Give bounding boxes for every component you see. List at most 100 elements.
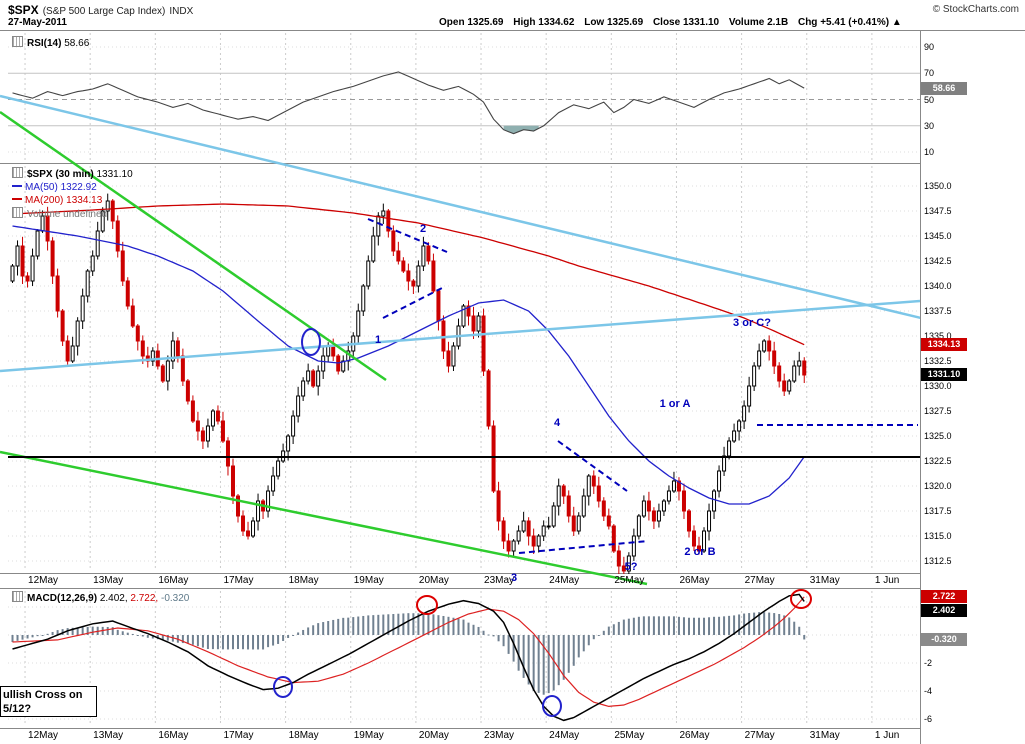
wave-label: 4 <box>553 417 561 429</box>
price-scale-label: 1337.5 <box>924 306 952 316</box>
date-label: 17May <box>223 575 254 586</box>
ma50-line-icon <box>12 185 22 187</box>
price-scale-label: 1335.0 <box>924 331 952 341</box>
rsi-chart-icon <box>12 36 23 47</box>
price-scale-label: 1345.0 <box>924 231 952 241</box>
rsi-value: 58.66 <box>64 38 90 49</box>
date-label: 13May <box>93 575 124 586</box>
price-scale-label: 1347.5 <box>924 206 952 216</box>
wave-label: 3 <box>510 572 518 584</box>
date-label: 20May <box>418 575 449 586</box>
date-label: 23May <box>484 575 515 586</box>
date-label: 16May <box>158 575 189 586</box>
price-scale-label: 1342.5 <box>924 256 952 266</box>
symbol-name: (S&P 500 Large Cap Index) <box>42 6 166 17</box>
price-scale-label: 1325.0 <box>924 431 952 441</box>
wave-label: 2 <box>419 223 427 235</box>
macd-hist-value: -0.320 <box>161 593 190 604</box>
macd-scale-label: -6 <box>924 714 933 724</box>
date-label: 26May <box>679 575 710 586</box>
close-value: 1331.10 <box>682 17 720 28</box>
volume-bars-icon <box>12 207 23 218</box>
date-label: 31May <box>809 730 840 741</box>
open-value: 1325.69 <box>467 17 504 28</box>
rsi-name: RSI(14) <box>27 38 62 49</box>
price-scale-label: 1320.0 <box>924 481 952 491</box>
wave-label: 3 or C? <box>733 317 771 329</box>
ma200-line-icon <box>12 198 22 200</box>
date-label: 19May <box>353 575 384 586</box>
price-scale-label: 1330.0 <box>924 381 952 391</box>
volume-label: Volume <box>728 17 765 28</box>
ma200-value-box: 1334.13 <box>921 338 967 351</box>
rsi-scale-label: 70 <box>924 68 935 79</box>
rsi-scale-label: 50 <box>924 94 935 105</box>
wave-label: 1 or A <box>659 398 691 410</box>
annotation-note-line2: 5/12? <box>3 703 32 715</box>
macd-hist-box: -0.320 <box>921 633 967 646</box>
low-label: Low <box>584 17 605 28</box>
rsi-scale-label: 10 <box>924 147 935 157</box>
date-label: 19May <box>353 730 384 741</box>
macd-name: MACD(12,26,9) <box>27 593 98 604</box>
last-price-box: 1331.10 <box>921 368 967 381</box>
price-scale-label: 1350.0 <box>924 181 952 191</box>
wave-label: 5? <box>624 561 638 573</box>
price-scale-label: 1327.5 <box>924 406 952 416</box>
macd-scale-label: -2 <box>924 658 933 668</box>
chart-date: 27-May-2011 <box>8 17 67 28</box>
price-scale-label: 1332.5 <box>924 356 952 366</box>
high-label: High <box>513 17 536 28</box>
high-value: 1334.62 <box>538 17 575 28</box>
date-label: 12May <box>28 730 59 741</box>
symbol-timeframe: $SPX (30 min) <box>27 169 94 180</box>
date-label: 31May <box>809 575 840 586</box>
date-label: 25May <box>614 575 645 586</box>
symbol: $SPX <box>8 3 39 17</box>
date-label: 12May <box>28 575 59 586</box>
rsi-scale-label: 90 <box>924 42 935 52</box>
last-price: 1331.10 <box>96 169 133 180</box>
date-label: 17May <box>223 730 254 741</box>
wave-label: 2 or B <box>684 546 716 558</box>
rsi-scale-label: 30 <box>924 120 935 131</box>
rsi-value-box: 58.66 <box>921 82 967 95</box>
price-scale-label: 1312.5 <box>924 556 952 566</box>
exchange: INDX <box>169 6 194 17</box>
macd-legend: MACD(12,26,9) 2.402, 2.722, -0.320 <box>12 591 189 605</box>
open-label: Open <box>439 17 465 28</box>
date-label: 18May <box>288 730 319 741</box>
price-legend-symbol: $SPX (30 min) 1331.10 <box>12 167 133 181</box>
annotation-note-line1: ullish Cross on <box>3 689 83 701</box>
price-legend: $SPX (30 min) 1331.10 MA(50) 1322.92 MA(… <box>12 167 133 221</box>
price-scale-label: 1315.0 <box>924 531 952 541</box>
macd-line-box: 2.402 <box>921 604 967 617</box>
price-legend-volume: Volume undefined <box>12 207 133 221</box>
macd-signal-value: 2.722, <box>130 593 159 604</box>
price-legend-ma50: MA(50) 1322.92 <box>12 181 133 194</box>
date-label: 13May <box>93 730 124 741</box>
volume-value: 2.1B <box>767 17 789 28</box>
price-scale-label: 1317.5 <box>924 506 952 516</box>
macd-scale-label: -4 <box>924 686 933 696</box>
chg-value: +5.41 (+0.41%) ▲ <box>820 17 902 28</box>
date-label: 27May <box>744 575 775 586</box>
date-label: 16May <box>158 730 189 741</box>
date-label: 24May <box>549 575 580 586</box>
date-label: 24May <box>549 730 580 741</box>
price-legend-ma200: MA(200) 1334.13 <box>12 194 133 207</box>
chart-header: $SPX (S&P 500 Large Cap Index) INDX <box>8 3 193 17</box>
wave-label: 1 <box>374 334 382 346</box>
rsi-legend: RSI(14) 58.66 <box>12 36 89 50</box>
price-scale-label: 1340.0 <box>924 281 952 291</box>
candlestick-icon <box>12 167 23 178</box>
annotation-note: ullish Cross on 5/12? <box>0 686 97 717</box>
low-value: 1325.69 <box>607 17 644 28</box>
macd-signal-box: 2.722 <box>921 590 967 603</box>
close-label: Close <box>652 17 681 28</box>
price-scale-label: 1322.5 <box>924 456 952 466</box>
macd-line-value: 2.402, <box>99 593 128 604</box>
date-label: 26May <box>679 730 710 741</box>
